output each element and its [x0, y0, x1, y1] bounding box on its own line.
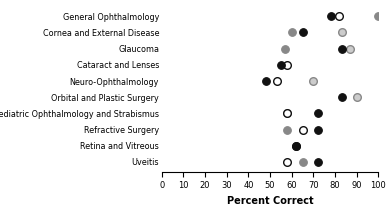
- X-axis label: Percent Correct: Percent Correct: [227, 196, 314, 206]
